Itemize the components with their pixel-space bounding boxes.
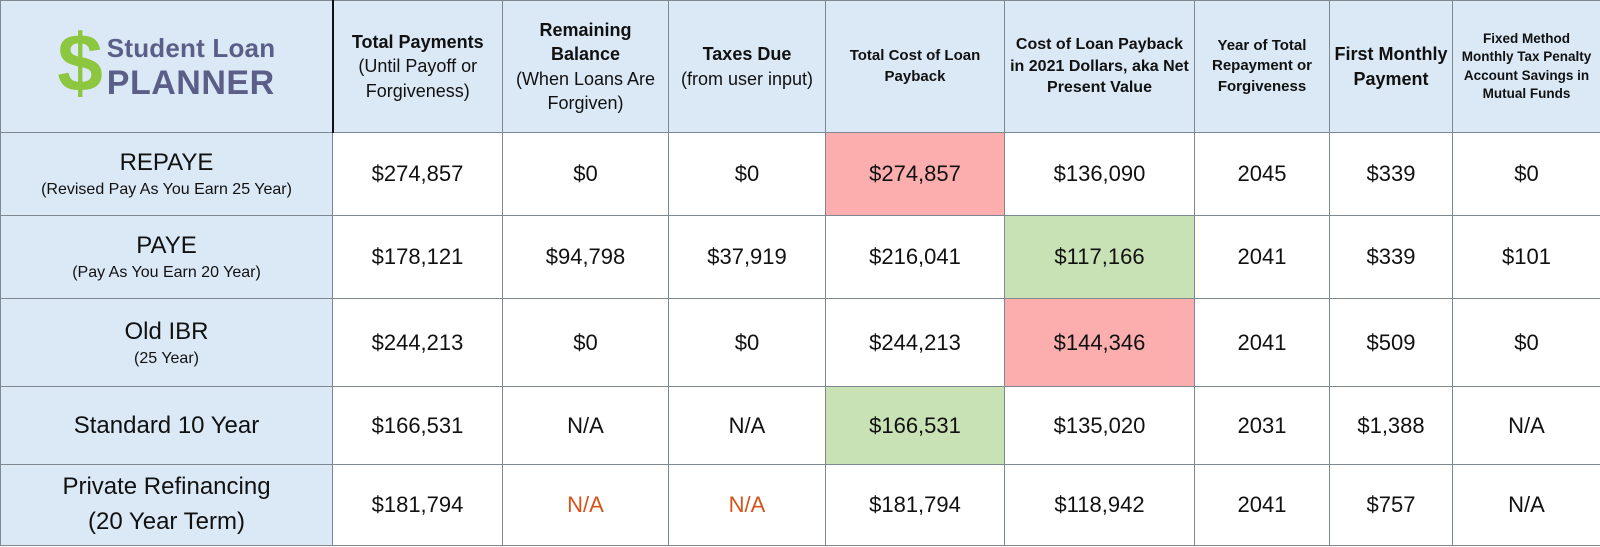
header-subtitle: (from user input) (680, 68, 814, 89)
total-cost-cell: $216,041 (825, 215, 1005, 299)
header-title: Fixed Method Monthly Tax Penalty Account… (1461, 31, 1592, 101)
header-total-cost: Total Cost of Loan Payback (825, 0, 1005, 133)
plan-label: Old IBR (25 Year) (0, 298, 333, 387)
plan-label: Standard 10 Year (0, 386, 333, 465)
npv-cell: $135,020 (1004, 386, 1195, 465)
year-cell: 2045 (1194, 132, 1330, 216)
plan-name: Old IBR (124, 317, 209, 345)
header-first-payment: First Monthly Payment (1329, 0, 1453, 133)
plan-name: Private Refinancing (62, 473, 271, 501)
plan-name: REPAYE (119, 149, 214, 176)
plan-subtitle: (25 Year) (134, 349, 199, 367)
plan-subtitle: (Pay As You Earn 20 Year) (72, 264, 261, 281)
year-cell: 2041 (1194, 464, 1330, 546)
total-cost-cell: $166,531 (825, 386, 1005, 465)
table-row-repaye: REPAYE (Revised Pay As You Earn 25 Year)… (0, 132, 1600, 216)
plan-name: Standard 10 Year (73, 411, 260, 439)
total-cost-cell: $244,213 (825, 298, 1005, 387)
header-title: Total Payments (351, 32, 484, 53)
plan-subtitle: (Revised Pay As You Earn 25 Year) (41, 181, 292, 198)
header-remaining-balance: Remaining Balance (When Loans Are Forgiv… (502, 0, 669, 133)
logo-line-1: Student Loan (106, 33, 276, 64)
first-payment-cell: $339 (1329, 132, 1453, 216)
npv-cell: $136,090 (1004, 132, 1195, 216)
header-tax-savings: Fixed Method Monthly Tax Penalty Account… (1452, 0, 1600, 133)
header-subtitle: (When Loans Are Forgiven) (515, 68, 656, 113)
remaining-balance-cell: $94,798 (502, 215, 669, 299)
logo-cell: $ Student Loan PLANNER (0, 0, 334, 133)
total-cost-cell: $181,794 (825, 464, 1005, 546)
taxes-due-cell: N/A (668, 386, 826, 465)
total-payments-cell: $181,794 (332, 464, 503, 546)
tax-savings-cell: $101 (1452, 215, 1600, 299)
taxes-due-cell: N/A (668, 464, 826, 546)
plan-label: PAYE (Pay As You Earn 20 Year) (0, 215, 333, 299)
header-title: Total Cost of Loan Payback (849, 47, 981, 85)
header-title: Remaining Balance (539, 19, 632, 65)
header-subtitle: (Until Payoff or Forgiveness) (358, 56, 478, 101)
first-payment-cell: $757 (1329, 464, 1453, 546)
tax-savings-cell: N/A (1452, 386, 1600, 465)
remaining-balance-cell: N/A (502, 464, 669, 546)
remaining-balance-cell: $0 (502, 132, 669, 216)
plan-label: Private Refinancing (20 Year Term) (0, 464, 333, 546)
year-cell: 2041 (1194, 215, 1330, 299)
logo-line-2: PLANNER (106, 64, 275, 103)
header-net-present-value: Cost of Loan Payback in 2021 Dollars, ak… (1004, 0, 1195, 133)
year-cell: 2031 (1194, 386, 1330, 465)
tax-savings-cell: $0 (1452, 132, 1600, 216)
header-taxes-due: Taxes Due (from user input) (668, 0, 826, 133)
table-row-private-refinancing: Private Refinancing (20 Year Term) $181,… (0, 464, 1600, 546)
header-title: First Monthly Payment (1334, 44, 1448, 89)
first-payment-cell: $509 (1329, 298, 1453, 387)
first-payment-cell: $339 (1329, 215, 1453, 299)
taxes-due-cell: $0 (668, 298, 826, 387)
year-cell: 2041 (1194, 298, 1330, 387)
header-total-payments: Total Payments (Until Payoff or Forgiven… (332, 0, 503, 133)
table-row-old-ibr: Old IBR (25 Year) $244,213 $0 $0 $244,21… (0, 298, 1600, 387)
header-title: Year of Total Repayment or Forgiveness (1211, 37, 1313, 95)
header-row: $ Student Loan PLANNER Total Payments (U… (0, 0, 1600, 133)
tax-savings-cell: $0 (1452, 298, 1600, 387)
tax-savings-cell: N/A (1452, 464, 1600, 546)
plan-subtitle: (20 Year Term) (88, 508, 245, 535)
total-payments-cell: $274,857 (332, 132, 503, 216)
header-title: Cost of Loan Payback in 2021 Dollars, ak… (1010, 36, 1189, 97)
total-payments-cell: $166,531 (332, 386, 503, 465)
student-loan-planner-logo: $ Student Loan PLANNER (5, 22, 328, 105)
total-payments-cell: $244,213 (332, 298, 503, 387)
taxes-due-cell: $0 (668, 132, 826, 216)
header-year: Year of Total Repayment or Forgiveness (1194, 0, 1330, 133)
first-payment-cell: $1,388 (1329, 386, 1453, 465)
remaining-balance-cell: N/A (502, 386, 669, 465)
taxes-due-cell: $37,919 (668, 215, 826, 299)
npv-cell: $118,942 (1004, 464, 1195, 546)
dollar-sign-icon: $ (57, 17, 103, 109)
npv-cell: $144,346 (1004, 298, 1195, 387)
npv-cell: $117,166 (1004, 215, 1195, 299)
total-payments-cell: $178,121 (332, 215, 503, 299)
plan-name: PAYE (136, 232, 197, 259)
remaining-balance-cell: $0 (502, 298, 669, 387)
header-title: Taxes Due (702, 44, 792, 65)
table-row-paye: PAYE (Pay As You Earn 20 Year) $178,121 … (0, 215, 1600, 299)
table-row-standard: Standard 10 Year $166,531 N/A N/A $166,5… (0, 386, 1600, 465)
total-cost-cell: $274,857 (825, 132, 1005, 216)
plan-label: REPAYE (Revised Pay As You Earn 25 Year) (0, 132, 333, 216)
